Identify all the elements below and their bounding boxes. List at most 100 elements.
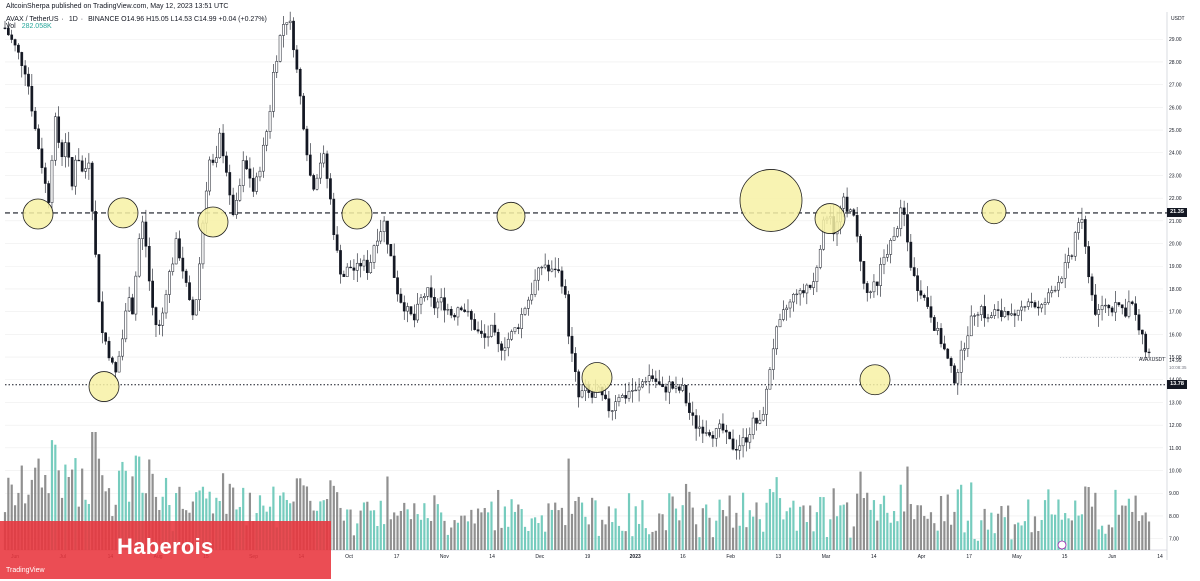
candle-body <box>94 211 97 255</box>
volume-bar <box>899 484 902 550</box>
volume-bar <box>574 501 577 550</box>
volume-bar <box>1134 495 1137 550</box>
candle-body <box>1077 222 1080 233</box>
volume-bar <box>480 512 483 550</box>
legend-interval[interactable]: 1D <box>68 16 78 23</box>
y-tick-label: 26.00 <box>1169 105 1182 111</box>
candle-body <box>681 385 685 391</box>
candle-body <box>969 315 973 337</box>
volume-bar <box>446 534 449 550</box>
legend-volume-label: Vol <box>6 23 16 30</box>
candle-body <box>379 231 383 242</box>
candle-body <box>654 378 658 382</box>
candle-body <box>426 287 430 297</box>
volume-bar <box>1047 489 1050 550</box>
candle-body <box>107 340 111 359</box>
candle-body <box>516 327 520 329</box>
candle-body <box>879 264 882 286</box>
x-tick-label: 15 <box>1062 554 1068 560</box>
volume-bar <box>1037 531 1040 550</box>
candle-body <box>1033 302 1037 308</box>
volume-bar <box>376 525 379 550</box>
candle-body <box>604 394 607 399</box>
legend-symbol[interactable]: AVAX / TetherUS <box>6 16 59 23</box>
x-tick-label: Apr <box>918 554 926 560</box>
volume-bar <box>299 478 302 550</box>
y-tick-label: 10.00 <box>1169 469 1182 475</box>
volume-bar <box>782 519 785 550</box>
candle-body <box>50 159 54 203</box>
volume-bar <box>483 507 486 550</box>
volume-bar <box>1030 532 1033 550</box>
candle-body <box>751 417 755 435</box>
candle-body <box>70 157 74 187</box>
candle-body <box>1147 351 1151 354</box>
candle-body <box>795 293 799 296</box>
candle-body <box>483 333 487 338</box>
candle-body <box>1060 278 1064 283</box>
candle-body <box>667 381 671 393</box>
volume-bar <box>745 527 748 550</box>
volume-bar <box>101 475 104 550</box>
candle-body <box>332 198 336 235</box>
candle-body <box>1114 302 1117 313</box>
volume-bar <box>741 492 745 550</box>
volume-bar <box>996 513 1000 550</box>
volume-bar <box>725 516 728 550</box>
volume-bar <box>567 458 570 550</box>
volume-bar <box>886 512 889 550</box>
legend-exchange: BINANCE <box>88 16 120 23</box>
volume-bar <box>64 464 67 550</box>
candle-body <box>376 240 379 246</box>
candle-body <box>714 428 718 439</box>
candle-body <box>1120 304 1124 309</box>
candle-body <box>490 324 493 337</box>
volume-bar <box>688 491 691 550</box>
volume-bar <box>1141 515 1144 550</box>
candle-body <box>875 281 879 286</box>
x-tick-label: Feb <box>726 554 735 560</box>
volume-bar <box>752 516 755 550</box>
candle-body <box>463 309 466 312</box>
volume-bar <box>594 500 597 550</box>
x-tick-label: 19 <box>585 554 591 560</box>
y-tick-label: 27.00 <box>1169 83 1182 89</box>
candle-body <box>144 221 148 247</box>
volume-bar <box>1013 524 1016 550</box>
volume-bar <box>379 500 382 550</box>
candle-body <box>902 207 906 215</box>
candle-body <box>906 214 909 243</box>
candle-body <box>724 429 728 433</box>
candle-body <box>1036 306 1040 309</box>
candle-body <box>1000 310 1003 317</box>
volume-bar <box>923 515 926 550</box>
volume-bar <box>372 510 376 550</box>
candle-body <box>748 434 752 443</box>
volume-bar <box>879 504 882 550</box>
candle-body <box>493 324 497 333</box>
volume-bar <box>30 479 33 550</box>
candle-body <box>1053 289 1057 292</box>
candle-body <box>100 301 104 334</box>
candle-body <box>349 266 352 269</box>
volume-bar <box>953 511 956 550</box>
volume-bar <box>691 507 694 550</box>
volume-bar <box>426 518 429 550</box>
volume-bar <box>1147 521 1151 550</box>
volume-bar <box>664 530 668 550</box>
candle-body <box>728 431 732 440</box>
volume-bar <box>919 505 923 550</box>
candle-body <box>966 335 970 349</box>
candle-body <box>339 250 342 275</box>
candle-body <box>282 24 285 36</box>
candle-body <box>466 310 470 313</box>
candle-body <box>134 275 138 315</box>
candle-body <box>859 236 862 262</box>
volume-bar <box>1033 516 1037 550</box>
candle-body <box>151 280 154 308</box>
candle-body <box>919 290 923 296</box>
candle-body <box>765 388 768 415</box>
candle-body <box>33 110 37 130</box>
